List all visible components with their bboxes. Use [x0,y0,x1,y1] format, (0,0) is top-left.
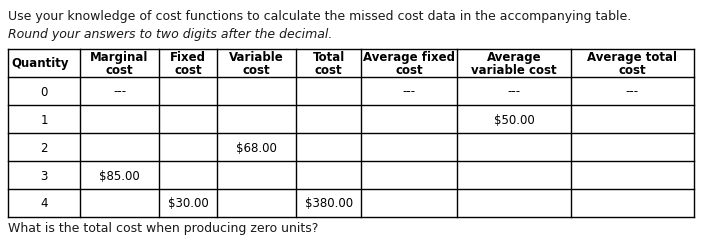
Bar [8,50,694,217]
Text: Round your answers to two digits after the decimal.: Round your answers to two digits after t… [8,28,332,41]
Text: $380.00: $380.00 [305,197,353,210]
Text: Quantity: Quantity [11,57,69,70]
Text: cost: cost [618,64,646,76]
Text: 0: 0 [40,85,48,98]
Text: ---: --- [113,85,126,98]
Text: cost: cost [315,64,343,76]
Text: cost: cost [106,64,133,76]
Text: Average total: Average total [588,51,677,64]
Text: ---: --- [403,85,416,98]
Text: cost: cost [395,64,423,76]
Text: ---: --- [625,85,639,98]
Text: Use your knowledge of cost functions to calculate the missed cost data in the ac: Use your knowledge of cost functions to … [8,10,631,23]
Text: $50.00: $50.00 [494,113,534,126]
Text: 3: 3 [40,169,48,182]
Text: ---: --- [508,85,520,98]
Text: What is the total cost when producing zero units?: What is the total cost when producing ze… [8,221,319,234]
Text: cost: cost [243,64,270,76]
Text: 2: 2 [40,141,48,154]
Text: 1: 1 [40,113,48,126]
Text: $30.00: $30.00 [168,197,208,210]
Text: $68.00: $68.00 [237,141,277,154]
Text: Total: Total [312,51,345,64]
Text: Average: Average [486,51,541,64]
Text: $85.00: $85.00 [99,169,140,182]
Text: Fixed: Fixed [170,51,206,64]
Text: Marginal: Marginal [91,51,149,64]
Text: variable cost: variable cost [471,64,557,76]
Text: Variable: Variable [230,51,284,64]
Text: cost: cost [174,64,202,76]
Text: 4: 4 [40,197,48,210]
Text: Average fixed: Average fixed [364,51,456,64]
